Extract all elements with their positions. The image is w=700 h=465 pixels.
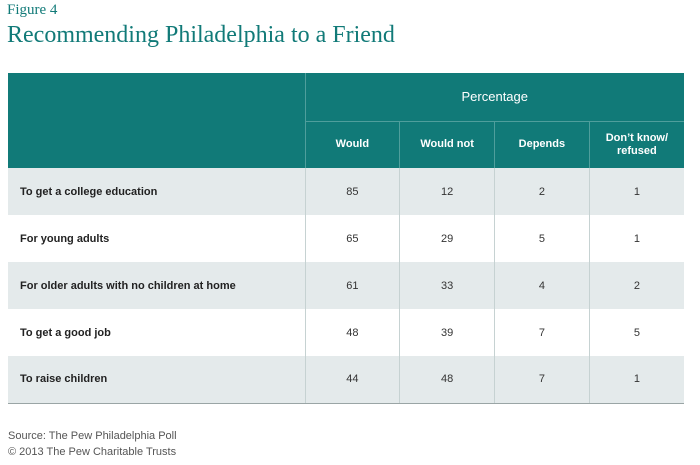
table-cell: 33 bbox=[399, 262, 495, 309]
table-row: For older adults with no children at hom… bbox=[8, 262, 684, 309]
table-cell: 2 bbox=[494, 168, 590, 215]
column-header: Depends bbox=[494, 120, 590, 168]
table-cell: 7 bbox=[494, 356, 590, 404]
table-cell: 48 bbox=[304, 309, 400, 356]
table-cell: 4 bbox=[494, 262, 590, 309]
data-table: Percentage Would Would not Depends Don’t… bbox=[8, 73, 684, 404]
table-cell: 48 bbox=[399, 356, 495, 404]
row-label: To get a good job bbox=[8, 309, 305, 356]
figure-label: Figure 4 bbox=[7, 2, 58, 18]
table-cell: 44 bbox=[304, 356, 400, 404]
table-cell: 5 bbox=[588, 309, 684, 356]
table-cell: 12 bbox=[399, 168, 495, 215]
table-cell: 29 bbox=[399, 215, 495, 262]
row-label: For older adults with no children at hom… bbox=[8, 262, 305, 309]
source-note: Source: The Pew Philadelphia Poll © 2013… bbox=[8, 428, 177, 460]
table-row: For young adults 65 29 5 1 bbox=[8, 215, 684, 262]
column-header: Would not bbox=[399, 120, 495, 168]
chart-title: Recommending Philadelphia to a Friend bbox=[7, 22, 395, 48]
table-cell: 1 bbox=[588, 168, 684, 215]
table-cell: 2 bbox=[588, 262, 684, 309]
column-header: Would bbox=[304, 120, 400, 168]
row-label: To raise children bbox=[8, 356, 305, 404]
table-cell: 1 bbox=[588, 215, 684, 262]
table-cell: 7 bbox=[494, 309, 590, 356]
column-header: Don’t know/ refused bbox=[588, 120, 684, 168]
header-corner bbox=[8, 73, 305, 168]
table-row: To get a college education 85 12 2 1 bbox=[8, 168, 684, 215]
table-cell: 39 bbox=[399, 309, 495, 356]
copyright-line: © 2013 The Pew Charitable Trusts bbox=[8, 446, 177, 458]
table-row: To raise children 44 48 7 1 bbox=[8, 356, 684, 404]
table-cell: 1 bbox=[588, 356, 684, 404]
group-header: Percentage bbox=[304, 73, 684, 121]
table-row: To get a good job 48 39 7 5 bbox=[8, 309, 684, 356]
table-cell: 5 bbox=[494, 215, 590, 262]
table-cell: 85 bbox=[304, 168, 400, 215]
row-label: For young adults bbox=[8, 215, 305, 262]
row-label: To get a college education bbox=[8, 168, 305, 215]
table-cell: 61 bbox=[304, 262, 400, 309]
table-cell: 65 bbox=[304, 215, 400, 262]
source-line: Source: The Pew Philadelphia Poll bbox=[8, 430, 177, 442]
